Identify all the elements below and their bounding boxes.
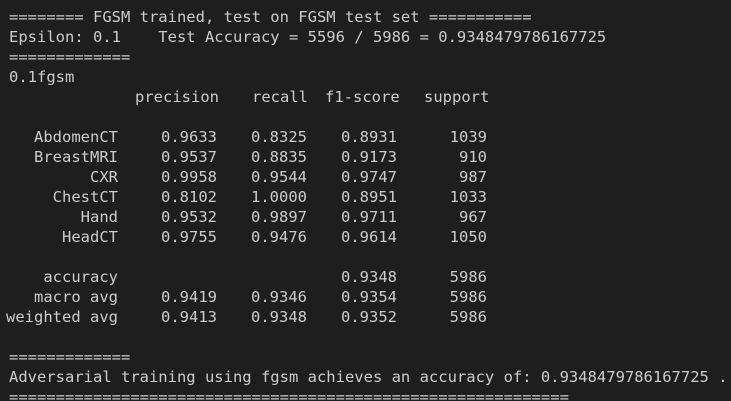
table-row: AbdomenCT 0.9633 0.8325 0.8931 1039	[0, 127, 731, 147]
row-recall: 0.9544	[251, 168, 307, 186]
row-label: HeadCT	[62, 228, 118, 246]
header-text: ======== FGSM trained, test on FGSM test…	[9, 8, 532, 26]
separator-line: =============	[0, 347, 731, 367]
footer-line: ========================================…	[0, 387, 731, 401]
row-precision: 0.9532	[161, 208, 217, 226]
table-row: BreastMRI 0.9537 0.8835 0.9173 910	[0, 147, 731, 167]
row-recall: 0.9476	[251, 228, 307, 246]
row-precision: 0.9633	[161, 128, 217, 146]
blank-line	[0, 327, 731, 347]
header-line: ======== FGSM trained, test on FGSM test…	[0, 7, 731, 27]
macro-avg-f1: 0.9354	[341, 288, 397, 306]
row-f1: 0.8931	[341, 128, 397, 146]
column-header-support: support	[424, 88, 490, 106]
row-precision: 0.9958	[161, 168, 217, 186]
weighted-avg-f1: 0.9352	[341, 308, 397, 326]
weighted-avg-label: weighted avg	[6, 308, 118, 326]
weighted-avg-row: weighted avg 0.9413 0.9348 0.9352 5986	[0, 307, 731, 327]
row-precision: 0.8102	[161, 188, 217, 206]
macro-avg-precision: 0.9419	[161, 288, 217, 306]
row-recall: 0.8835	[251, 148, 307, 166]
row-f1: 0.9614	[341, 228, 397, 246]
report-title: 0.1fgsm	[9, 68, 75, 86]
row-f1: 0.9173	[341, 148, 397, 166]
separator-text: =============	[9, 348, 131, 366]
accuracy-support: 5986	[449, 268, 487, 286]
row-precision: 0.9755	[161, 228, 217, 246]
column-header-precision: precision	[135, 88, 219, 106]
macro-avg-support: 5986	[449, 288, 487, 306]
column-header-recall: recall	[252, 88, 308, 106]
report-title-line: 0.1fgsm	[0, 67, 731, 87]
weighted-avg-support: 5986	[449, 308, 487, 326]
row-recall: 0.9897	[251, 208, 307, 226]
row-label: BreastMRI	[34, 148, 118, 166]
row-support: 910	[459, 148, 487, 166]
row-label: ChestCT	[52, 188, 118, 206]
epsilon-line: Epsilon: 0.1 Test Accuracy = 5596 / 5986…	[0, 27, 731, 47]
footer-text: ========================================…	[9, 388, 569, 401]
macro-avg-recall: 0.9346	[251, 288, 307, 306]
table-row: ChestCT 0.8102 1.0000 0.8951 1033	[0, 187, 731, 207]
table-row: Hand 0.9532 0.9897 0.9711 967	[0, 207, 731, 227]
row-support: 1039	[449, 128, 487, 146]
row-support: 967	[459, 208, 487, 226]
macro-avg-label: macro avg	[34, 288, 118, 306]
row-f1: 0.8951	[341, 188, 397, 206]
row-recall: 0.8325	[251, 128, 307, 146]
row-support: 1033	[449, 188, 487, 206]
table-row: CXR 0.9958 0.9544 0.9747 987	[0, 167, 731, 187]
row-f1: 0.9747	[341, 168, 397, 186]
row-f1: 0.9711	[341, 208, 397, 226]
weighted-avg-precision: 0.9413	[161, 308, 217, 326]
separator-text: =============	[9, 48, 131, 66]
row-label: AbdomenCT	[34, 128, 118, 146]
row-label: CXR	[90, 168, 118, 186]
blank-line	[0, 107, 731, 127]
table-row: HeadCT 0.9755 0.9476 0.9614 1050	[0, 227, 731, 247]
blank-line	[0, 247, 731, 267]
result-text: Adversarial training using fgsm achieves…	[9, 368, 728, 386]
row-label: Hand	[80, 208, 118, 226]
accuracy-label: accuracy	[43, 268, 118, 286]
accuracy-f1: 0.9348	[341, 268, 397, 286]
weighted-avg-recall: 0.9348	[251, 308, 307, 326]
separator-line: =============	[0, 47, 731, 67]
epsilon-text: Epsilon: 0.1 Test Accuracy = 5596 / 5986…	[9, 28, 607, 46]
row-precision: 0.9537	[161, 148, 217, 166]
row-recall: 1.0000	[251, 188, 307, 206]
accuracy-row: accuracy 0.9348 5986	[0, 267, 731, 287]
result-line: Adversarial training using fgsm achieves…	[0, 367, 731, 387]
row-support: 987	[459, 168, 487, 186]
macro-avg-row: macro avg 0.9419 0.9346 0.9354 5986	[0, 287, 731, 307]
column-header-f1: f1-score	[325, 88, 400, 106]
column-header-row: precision recall f1-score support	[0, 87, 731, 107]
row-support: 1050	[449, 228, 487, 246]
